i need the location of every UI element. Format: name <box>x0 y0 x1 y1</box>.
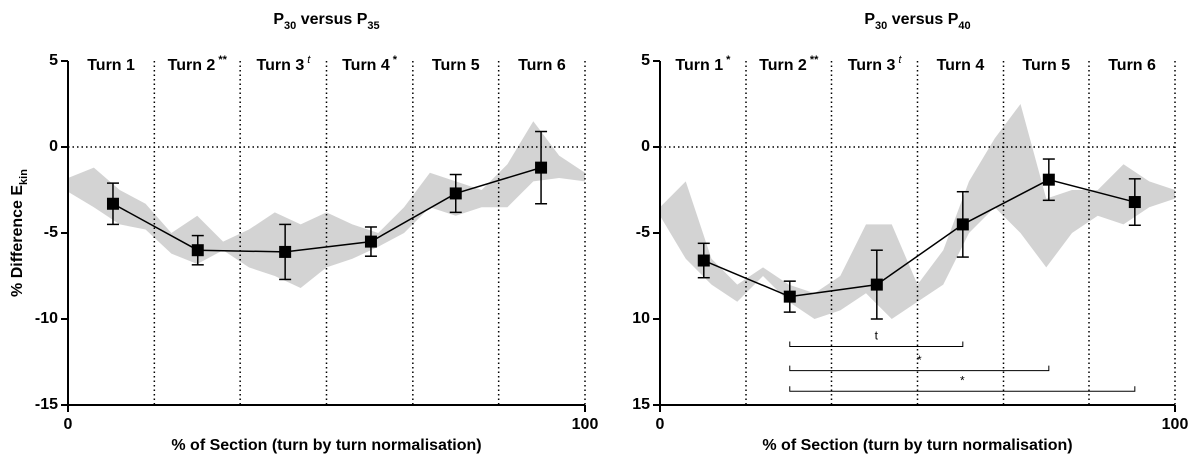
title-part: versus P <box>887 11 958 28</box>
data-point <box>106 197 119 210</box>
turn-name: Turn 1 <box>675 57 723 74</box>
x-tick-label: 100 <box>572 416 599 433</box>
turn-label: Turn 2 ** <box>168 54 228 74</box>
x-tick-label: 0 <box>64 416 73 433</box>
y-tick-label: 5 <box>49 52 58 69</box>
turn-name: Turn 2 <box>168 57 216 74</box>
significance-bracket <box>789 386 1136 392</box>
turn-name: Turn 2 <box>759 57 807 74</box>
data-point <box>697 254 710 267</box>
data-point <box>783 290 796 303</box>
y-tick-label: 0 <box>49 138 58 155</box>
data-point <box>535 161 548 174</box>
significance: ** <box>218 54 227 66</box>
x-tick-label: 100 <box>1162 416 1189 433</box>
x-axis-label: % of Section (turn by turn normalisation… <box>762 437 1072 454</box>
y-tick-label: 0 <box>641 138 650 155</box>
turn-name: Turn 4 <box>937 57 985 74</box>
turn-label: Turn 6 <box>1108 57 1156 74</box>
y-axis-label: % Difference Ekin <box>9 169 30 297</box>
y-tick-label: -5 <box>636 224 650 241</box>
range-band <box>68 121 585 289</box>
y-tick-label: 5 <box>641 52 650 69</box>
significance-label: t <box>875 329 879 343</box>
turn-name: Turn 1 <box>87 57 135 74</box>
turn-name: Turn 5 <box>1022 57 1070 74</box>
y-label-part: % Difference E <box>9 185 26 297</box>
turn-name: Turn 4 <box>342 57 390 74</box>
x-axis-label: % of Section (turn by turn normalisation… <box>171 437 481 454</box>
turn-name: Turn 6 <box>518 57 566 74</box>
x-tick-label: 0 <box>656 416 665 433</box>
significance: t <box>898 54 902 66</box>
series-line <box>112 166 542 253</box>
title-part: 40 <box>958 20 970 32</box>
title-part: P <box>864 11 875 28</box>
range-band <box>660 104 1175 319</box>
significance-label: * <box>960 373 965 387</box>
significance: t <box>307 54 311 66</box>
significance-bracket <box>789 365 1050 372</box>
title-part: 30 <box>284 20 296 32</box>
title-part: versus P <box>296 11 367 28</box>
data-point <box>449 187 462 200</box>
significance-label: * <box>917 353 922 367</box>
data-point <box>364 235 377 248</box>
significance: ** <box>810 54 819 66</box>
title-part: P <box>273 11 284 28</box>
significance: * <box>726 54 731 66</box>
title-part: 35 <box>367 20 379 32</box>
y-tick-label: 15 <box>632 396 650 413</box>
turn-label: Turn 6 <box>518 57 566 74</box>
data-point <box>1128 196 1141 209</box>
data-point <box>956 218 969 231</box>
y-tick-label: -5 <box>44 224 58 241</box>
y-tick-label: 10 <box>632 310 650 327</box>
significance: * <box>393 54 398 66</box>
chart-title: P30 versus P35 <box>273 11 379 32</box>
turn-label: Turn 5 <box>1022 57 1070 74</box>
turn-name: Turn 5 <box>432 57 480 74</box>
turn-label: Turn 4 <box>937 57 985 74</box>
significance-bracket <box>789 341 964 348</box>
turn-name: Turn 6 <box>1108 57 1156 74</box>
data-point <box>191 244 204 257</box>
turn-name: Turn 3 <box>848 57 896 74</box>
turn-label: Turn 1 <box>87 57 135 74</box>
y-label-part: kin <box>18 169 30 185</box>
chart-title: P30 versus P40 <box>864 11 970 32</box>
series-line <box>703 178 1136 298</box>
data-point <box>870 278 883 291</box>
data-point <box>1042 173 1055 186</box>
title-part: 30 <box>875 20 887 32</box>
turn-label: Turn 1 * <box>675 54 731 74</box>
turn-label: Turn 5 <box>432 57 480 74</box>
data-point <box>279 245 292 258</box>
turn-label: Turn 4 * <box>342 54 398 74</box>
turn-name: Turn 3 <box>257 57 305 74</box>
y-tick-label: -15 <box>35 396 58 413</box>
y-tick-label: -10 <box>35 310 58 327</box>
turn-label: Turn 2 ** <box>759 54 819 74</box>
